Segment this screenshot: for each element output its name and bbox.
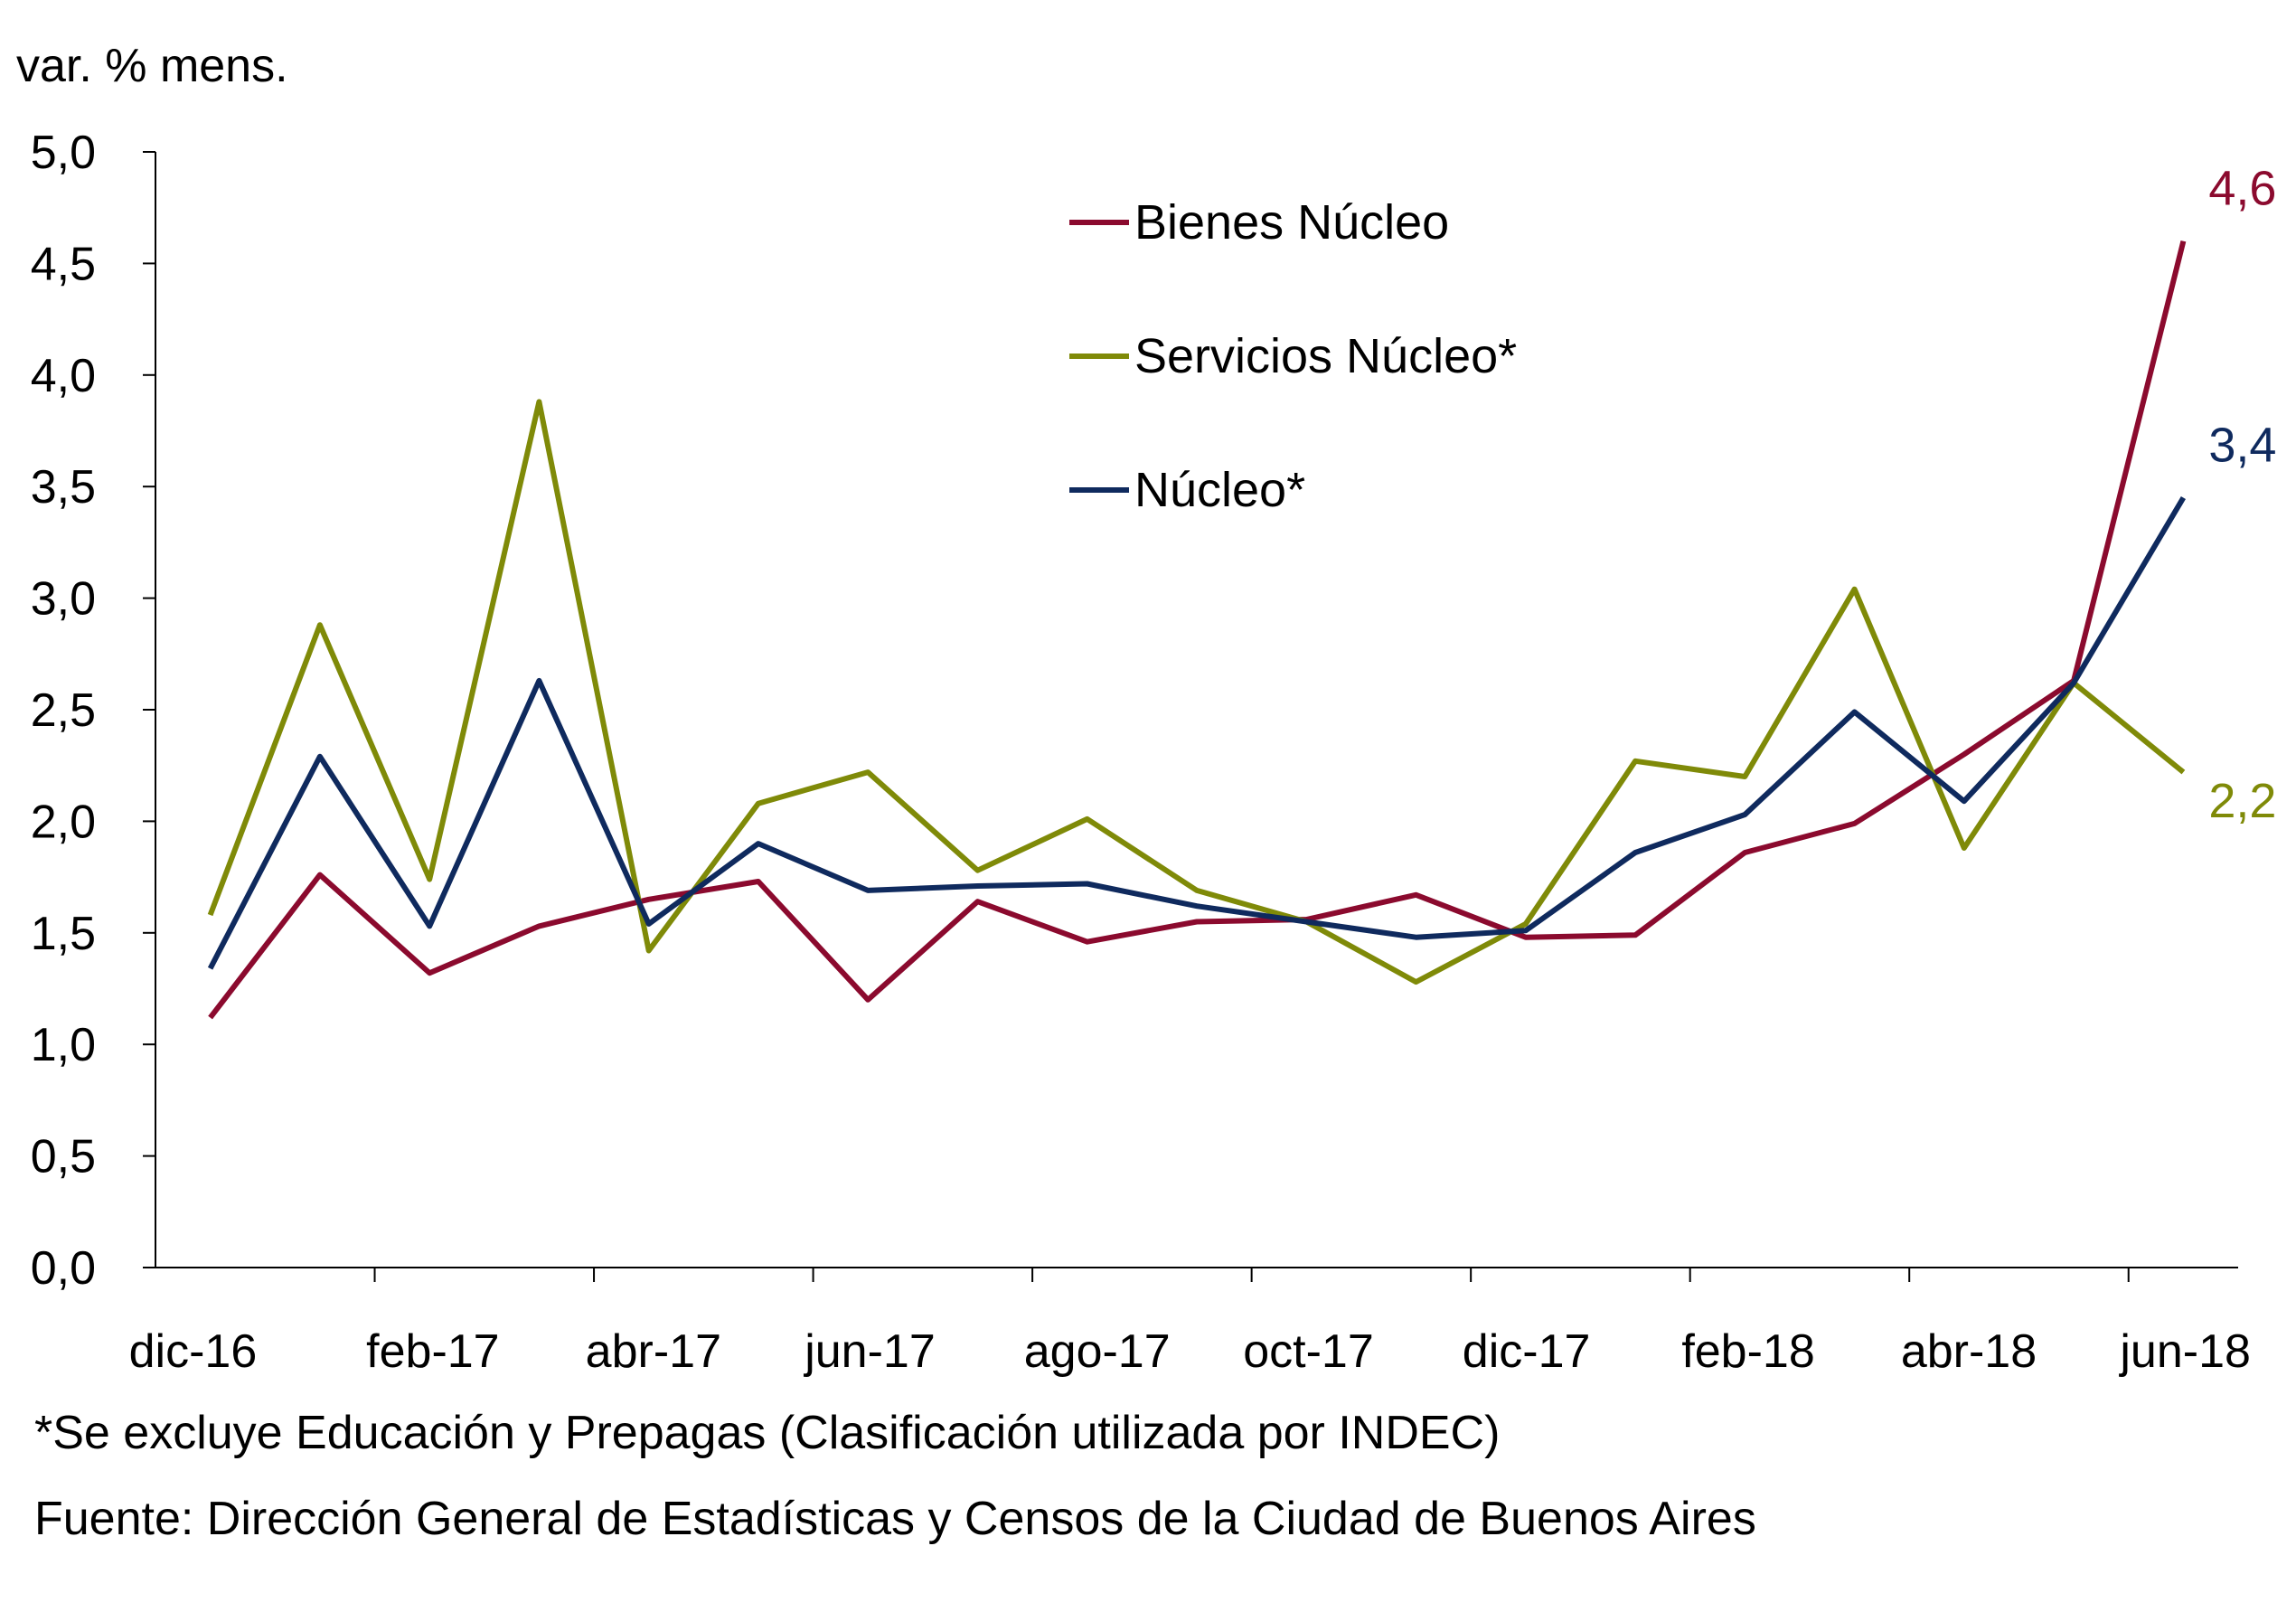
legend-entry: Núcleo*	[1134, 463, 1305, 517]
x-tick-label: abr-17	[586, 1325, 721, 1378]
series-end-label: 4,6	[2208, 162, 2276, 216]
x-tick-label: dic-16	[129, 1325, 258, 1378]
y-tick-label: 3,5	[31, 461, 96, 514]
y-tick-label: 2,5	[31, 684, 96, 737]
y-tick-label: 5,0	[31, 127, 96, 179]
y-tick-label: 0,0	[31, 1242, 96, 1295]
y-tick-label: 1,0	[31, 1019, 96, 1071]
y-tick-label: 2,0	[31, 796, 96, 848]
y-tick-label: 1,5	[31, 908, 96, 960]
x-tick-label: dic-17	[1463, 1325, 1591, 1378]
y-axis-label: var. % mens.	[16, 40, 288, 92]
x-tick-label: jun-18	[2118, 1325, 2251, 1378]
exclusion-note: *Se excluye Educación y Prepagas (Clasif…	[34, 1407, 1501, 1459]
legend-entry: Bienes Núcleo	[1134, 195, 1449, 250]
x-tick-label: feb-18	[1681, 1325, 1814, 1378]
y-tick-label: 4,0	[31, 350, 96, 402]
series-line-1	[207, 399, 2186, 985]
y-tick-label: 3,0	[31, 573, 96, 626]
y-tick-label: 0,5	[31, 1131, 96, 1183]
x-tick-label: jun-17	[803, 1325, 936, 1378]
legend-entry: Servicios Núcleo*	[1134, 329, 1517, 383]
series-line-0	[208, 240, 2187, 1020]
x-tick-label: ago-17	[1024, 1325, 1171, 1378]
x-tick-label: abr-18	[1901, 1325, 2037, 1378]
x-tick-label: oct-17	[1243, 1325, 1374, 1378]
y-tick-label: 4,5	[31, 238, 96, 290]
series-end-label: 3,4	[2208, 419, 2276, 473]
source-note: Fuente: Dirección General de Estadística…	[34, 1493, 1756, 1545]
series-end-label: 2,2	[2208, 774, 2276, 828]
series-line-2	[207, 495, 2186, 970]
x-tick-label: feb-17	[366, 1325, 499, 1378]
